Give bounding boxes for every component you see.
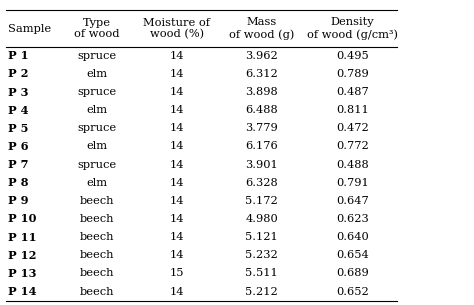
Text: 5.121: 5.121 — [246, 232, 278, 242]
Text: 0.472: 0.472 — [336, 123, 369, 133]
Text: P 14: P 14 — [8, 286, 36, 297]
Text: beech: beech — [80, 268, 114, 278]
Text: P 9: P 9 — [8, 196, 28, 206]
Text: P 5: P 5 — [8, 123, 28, 134]
Text: 0.811: 0.811 — [336, 105, 369, 115]
Text: Sample: Sample — [8, 23, 51, 34]
Text: P 11: P 11 — [8, 231, 36, 242]
Text: elm: elm — [86, 105, 108, 115]
Text: elm: elm — [86, 69, 108, 79]
Text: 6.488: 6.488 — [246, 105, 278, 115]
Text: 0.652: 0.652 — [336, 286, 369, 296]
Text: beech: beech — [80, 286, 114, 296]
Text: 0.689: 0.689 — [336, 268, 369, 278]
Text: P 10: P 10 — [8, 214, 36, 224]
Text: P 7: P 7 — [8, 159, 28, 170]
Text: 0.487: 0.487 — [336, 87, 369, 97]
Text: 14: 14 — [170, 232, 184, 242]
Text: 0.640: 0.640 — [336, 232, 369, 242]
Text: 0.488: 0.488 — [336, 160, 369, 170]
Text: P 13: P 13 — [8, 268, 36, 279]
Text: 14: 14 — [170, 160, 184, 170]
Text: elm: elm — [86, 142, 108, 152]
Text: P 12: P 12 — [8, 250, 36, 261]
Text: 15: 15 — [170, 268, 184, 278]
Text: Density
of wood (g/cm³): Density of wood (g/cm³) — [307, 17, 398, 40]
Text: 0.623: 0.623 — [336, 214, 369, 224]
Text: 5.212: 5.212 — [246, 286, 278, 296]
Text: beech: beech — [80, 232, 114, 242]
Text: P 6: P 6 — [8, 141, 28, 152]
Text: 14: 14 — [170, 286, 184, 296]
Text: P 3: P 3 — [8, 87, 28, 98]
Text: 5.172: 5.172 — [246, 196, 278, 206]
Text: spruce: spruce — [77, 123, 117, 133]
Text: 0.772: 0.772 — [336, 142, 369, 152]
Text: 3.898: 3.898 — [246, 87, 278, 97]
Text: beech: beech — [80, 196, 114, 206]
Text: beech: beech — [80, 214, 114, 224]
Text: spruce: spruce — [77, 87, 117, 97]
Text: spruce: spruce — [77, 160, 117, 170]
Text: 0.647: 0.647 — [336, 196, 369, 206]
Text: 14: 14 — [170, 123, 184, 133]
Text: 5.232: 5.232 — [246, 250, 278, 260]
Text: 0.495: 0.495 — [336, 51, 369, 61]
Text: spruce: spruce — [77, 51, 117, 61]
Text: 3.901: 3.901 — [246, 160, 278, 170]
Text: elm: elm — [86, 178, 108, 188]
Text: 6.176: 6.176 — [246, 142, 278, 152]
Text: P 1: P 1 — [8, 50, 28, 61]
Text: P 8: P 8 — [8, 177, 28, 188]
Text: 6.328: 6.328 — [246, 178, 278, 188]
Text: 14: 14 — [170, 51, 184, 61]
Text: 14: 14 — [170, 69, 184, 79]
Text: 14: 14 — [170, 196, 184, 206]
Text: Type
of wood: Type of wood — [74, 18, 119, 39]
Text: Mass
of wood (g): Mass of wood (g) — [229, 17, 294, 40]
Text: 14: 14 — [170, 87, 184, 97]
Text: Moisture of
wood (%): Moisture of wood (%) — [144, 18, 210, 40]
Text: 3.962: 3.962 — [246, 51, 278, 61]
Text: 14: 14 — [170, 142, 184, 152]
Text: 6.312: 6.312 — [246, 69, 278, 79]
Text: 0.654: 0.654 — [336, 250, 369, 260]
Text: 14: 14 — [170, 105, 184, 115]
Text: 3.779: 3.779 — [246, 123, 278, 133]
Text: beech: beech — [80, 250, 114, 260]
Text: P 4: P 4 — [8, 105, 28, 116]
Text: 5.511: 5.511 — [246, 268, 278, 278]
Text: 0.791: 0.791 — [336, 178, 369, 188]
Text: P 2: P 2 — [8, 68, 28, 79]
Text: 4.980: 4.980 — [246, 214, 278, 224]
Text: 14: 14 — [170, 178, 184, 188]
Text: 14: 14 — [170, 250, 184, 260]
Text: 14: 14 — [170, 214, 184, 224]
Text: 0.789: 0.789 — [336, 69, 369, 79]
